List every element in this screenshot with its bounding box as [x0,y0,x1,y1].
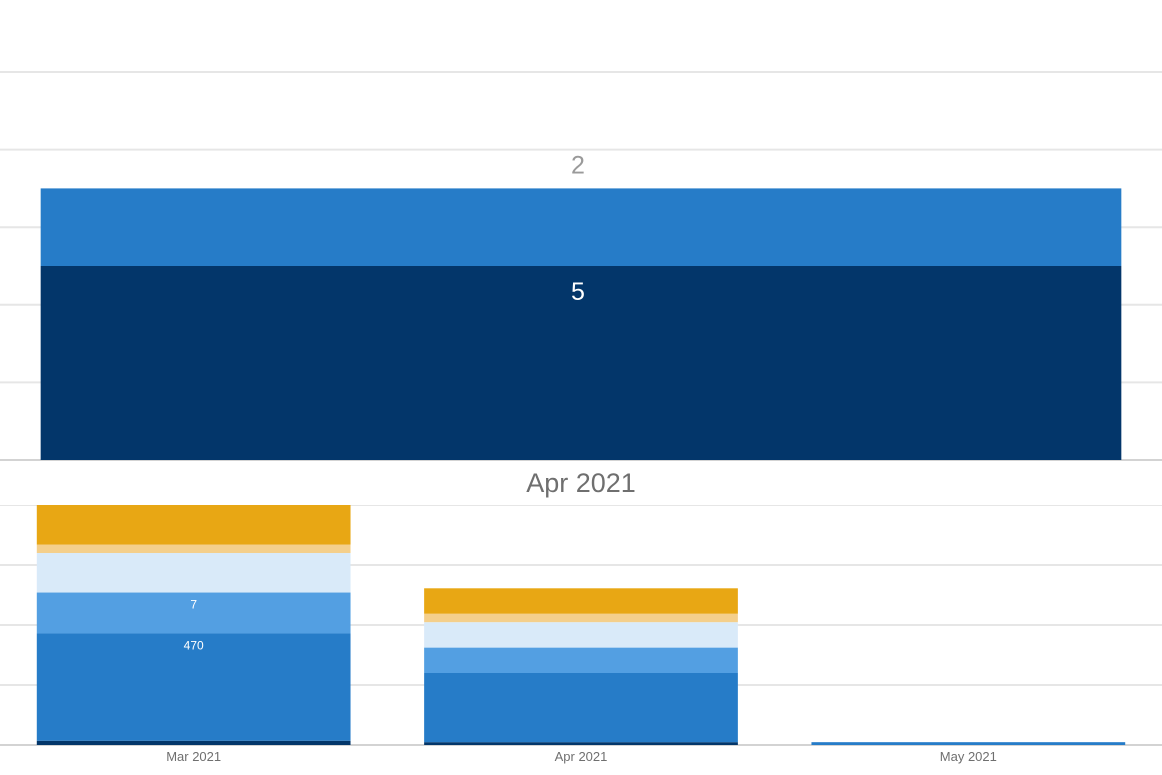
x-tick-label-may-2021: May 2021 [940,749,997,764]
x-tick-label-apr-2021: Apr 2021 [555,749,608,764]
data-label-series-1: 2 [571,151,585,179]
bar-top-apr-2021-series-1 [40,188,1122,266]
x-tick-label-apr-2021: Apr 2021 [526,468,636,498]
bar-bottom-mar-2021-series-0 [36,740,351,745]
bar-bottom-mar-2021-series-2 [36,592,351,634]
data-label-bottom-0: 470 [184,638,204,652]
data-label-series-0: 5 [571,278,585,306]
bar-bottom-apr-2021-series-0 [424,742,738,745]
bar-bottom-mar-2021-series-5 [36,505,351,545]
bar-top-apr-2021-series-0 [40,266,1122,460]
bar-bottom-apr-2021-series-4 [424,613,738,623]
bar-bottom-apr-2021-series-3 [424,622,738,648]
bar-bottom-apr-2021-series-1 [424,673,738,743]
bar-bottom-mar-2021-series-4 [36,544,351,553]
bar-bottom-apr-2021-series-2 [424,647,738,673]
top-stacked-bar-chart: Apr 2021 5 2 [0,71,1162,498]
bar-bottom-may-2021-series-1 [811,742,1126,745]
bar-bottom-mar-2021-series-1 [36,633,351,741]
bar-bottom-mar-2021-series-3 [36,553,351,593]
x-tick-label-mar-2021: Mar 2021 [166,749,221,764]
bottom-stacked-bar-chart: Mar 2021 Apr 2021 May 2021 470 7 [0,505,1162,764]
data-label-bottom-1: 7 [190,598,197,612]
bar-bottom-apr-2021-series-5 [424,588,738,614]
